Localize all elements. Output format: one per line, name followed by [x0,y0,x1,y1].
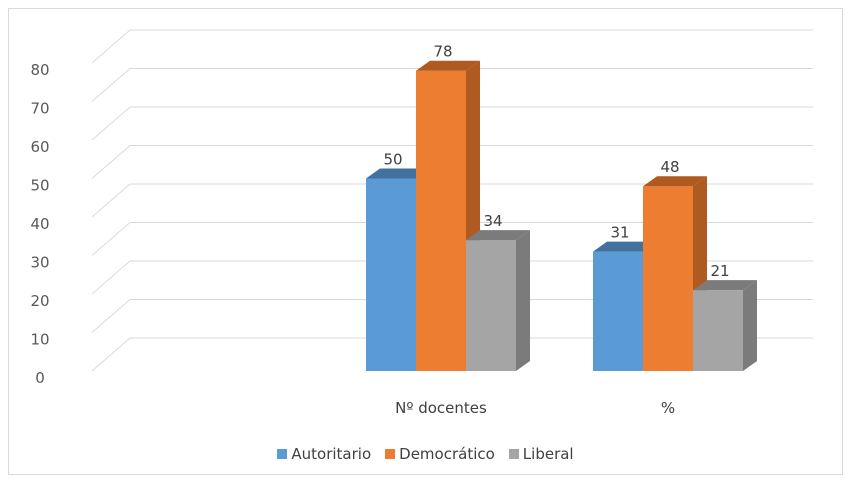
x-category-label: Nº docentes [395,399,487,417]
bar-side [743,280,757,371]
legend-label-autoritario: Autoritario [291,445,372,463]
y-tick-label: 80 [30,61,49,79]
bar-top [693,280,757,291]
y-tick-label: 40 [30,215,49,233]
gridline-depth [91,222,131,256]
bar-front [416,70,466,371]
data-label: 34 [483,212,502,230]
legend-swatch-democratico [385,449,396,459]
bar-front [593,251,643,371]
data-label: 50 [383,151,402,169]
bar-side [516,230,530,371]
gridline-depth [91,337,131,372]
y-tick-label: 60 [30,138,49,156]
legend-item-liberal: Liberal [508,445,574,463]
bar-top [416,60,480,71]
bar-front [366,178,416,371]
data-label: 78 [433,43,452,61]
y-tick-label: 30 [30,254,49,272]
bar-front [466,240,516,371]
gridline-depth [91,106,131,141]
data-label: 31 [610,224,629,242]
bar-top [593,241,657,252]
y-tick-label: 20 [30,292,49,310]
gridline-depth [91,183,131,218]
legend-item-democratico: Democrático [385,445,495,463]
chart-legend: Autoritario Democrático Liberal [0,440,851,468]
legend-label-democratico: Democrático [399,445,495,463]
legend-label-liberal: Liberal [522,445,574,463]
gridline-depth [91,29,131,64]
bar-top [466,230,530,241]
bar-front [693,290,743,371]
data-label: 21 [710,262,729,280]
bar-front [643,186,693,371]
y-tick-label: 50 [30,177,49,195]
y-tick-label: 70 [30,100,49,118]
gridline-depth [91,260,131,295]
data-label: 48 [660,158,679,176]
legend-item-autoritario: Autoritario [277,445,371,463]
x-category-label: % [661,399,675,417]
legend-swatch-autoritario [277,449,288,459]
gridline-depth [91,145,131,179]
gridline-depth [91,68,131,102]
y-tick-label: 0 [35,369,45,387]
legend-swatch-liberal [508,449,519,459]
bar-top [643,176,707,187]
bar-top [366,168,430,179]
gridline-depth [91,299,131,333]
y-tick-label: 10 [30,331,49,349]
